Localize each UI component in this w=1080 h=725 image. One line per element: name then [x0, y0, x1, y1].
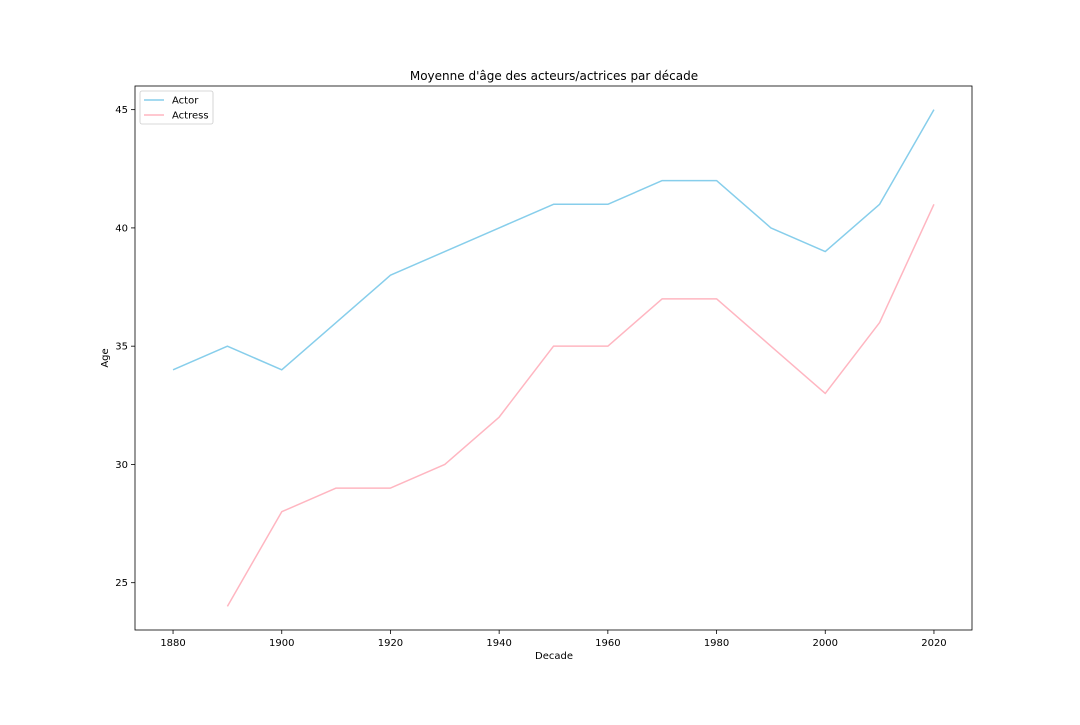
y-tick-label: 30 [115, 460, 128, 471]
x-tick-label: 2000 [813, 638, 838, 649]
x-tick-label: 1900 [269, 638, 294, 649]
plot-frame [134, 85, 973, 631]
legend-label-actress: Actress [172, 111, 209, 122]
series-line-actress [226, 203, 935, 607]
series-line-actor [172, 109, 935, 371]
x-tick-label: 1940 [486, 638, 511, 649]
y-tick-label: 25 [115, 578, 128, 589]
y-tick-label: 45 [115, 105, 128, 116]
y-tick-label: 40 [115, 223, 128, 234]
x-tick-label: 1920 [378, 638, 403, 649]
x-tick-label: 1880 [160, 638, 185, 649]
plot-area: 1880 1900 1920 1940 1960 1980 2000 2020 25 30 35 40… [115, 85, 973, 649]
x-tick-label: 1960 [595, 638, 620, 649]
x-axis-label: Decade [535, 651, 573, 662]
chart-title: Moyenne d'âge des acteurs/actrices par d… [410, 69, 698, 83]
y-axis-label: Age [100, 348, 111, 367]
x-tick-label: 1980 [704, 638, 729, 649]
y-tick-label: 35 [115, 342, 128, 353]
x-tick-label: 2020 [921, 638, 946, 649]
legend-label-actor: Actor [172, 96, 199, 107]
